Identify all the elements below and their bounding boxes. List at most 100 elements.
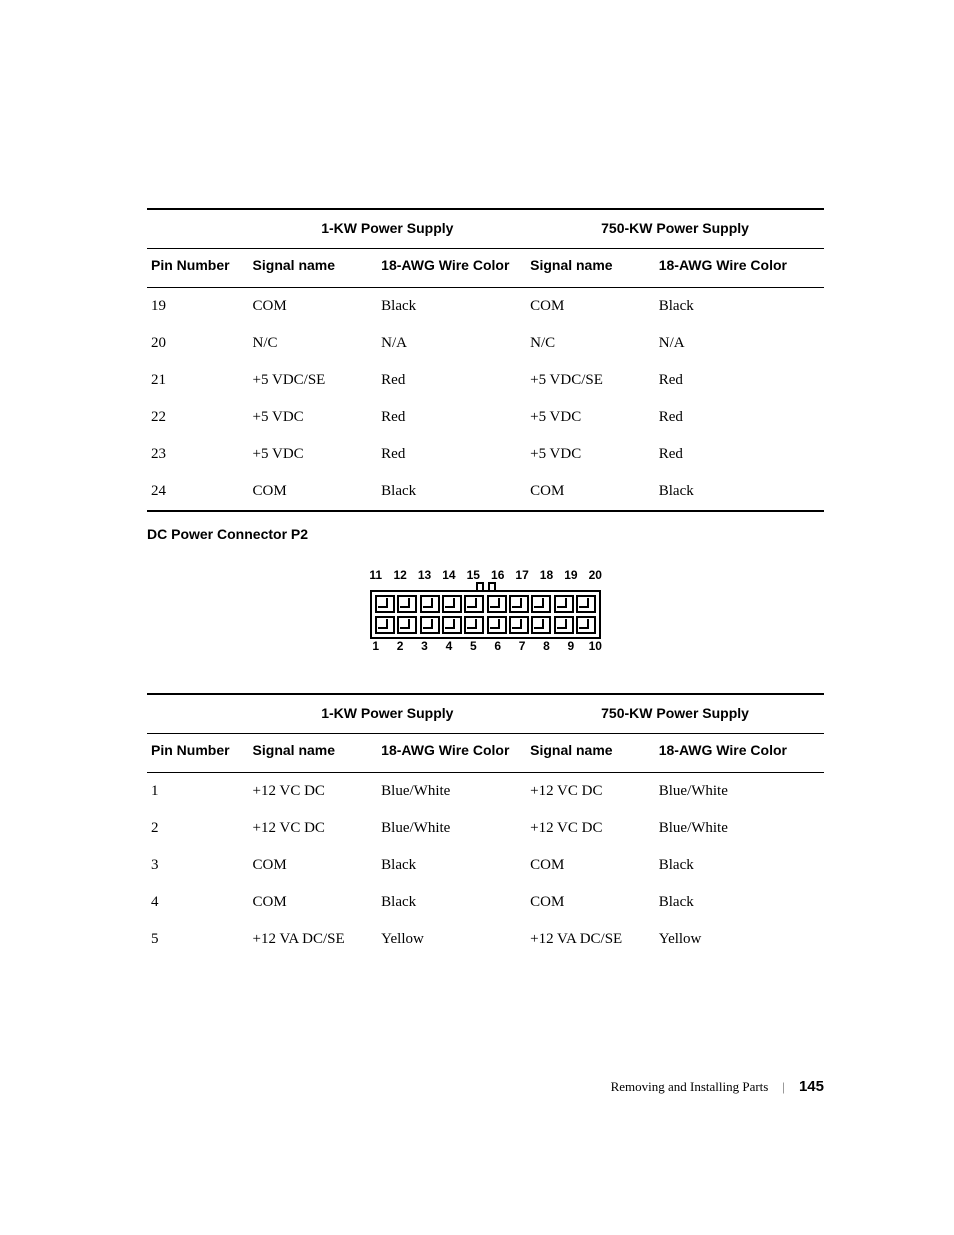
connector-pin-number: 16 xyxy=(486,568,510,582)
connector-pin-number: 17 xyxy=(510,568,534,582)
connector-pin xyxy=(554,595,574,613)
connector-pin-number: 13 xyxy=(412,568,436,582)
connector-pin xyxy=(375,595,395,613)
pinout-table-1: 1-KW Power Supply 750-KW Power Supply Pi… xyxy=(147,208,824,512)
table1-header-ps2: 750-KW Power Supply xyxy=(526,209,824,249)
connector-pin-number: 4 xyxy=(437,639,461,653)
connector-pin-number: 6 xyxy=(486,639,510,653)
table2-col-wire2: 18-AWG Wire Color xyxy=(655,733,824,772)
cell-sig: COM xyxy=(249,884,378,921)
table1-col-wire2: 18-AWG Wire Color xyxy=(655,249,824,288)
cell-sig: +12 VA DC/SE xyxy=(249,921,378,958)
connector-pin xyxy=(464,595,484,613)
table1-col-pin: Pin Number xyxy=(147,249,249,288)
cell-sig: N/C xyxy=(249,325,378,362)
cell-wire2: Red xyxy=(655,436,824,473)
connector-pin xyxy=(487,595,507,613)
connector-body xyxy=(370,590,602,639)
cell-sig: COM xyxy=(249,473,378,511)
table-row: 20N/CN/AN/CN/A xyxy=(147,325,824,362)
cell-wire: Black xyxy=(377,847,526,884)
cell-sig2: N/C xyxy=(526,325,655,362)
connector-pin-number: 8 xyxy=(534,639,558,653)
table2-col-wire: 18-AWG Wire Color xyxy=(377,733,526,772)
connector-top-numbers: 11121314151617181920 xyxy=(364,568,608,582)
connector-pin xyxy=(442,616,462,634)
cell-pin: 19 xyxy=(147,288,249,326)
cell-pin: 23 xyxy=(147,436,249,473)
connector-pin-number: 20 xyxy=(583,568,607,582)
connector-pin-number: 11 xyxy=(364,568,388,582)
cell-wire2: Red xyxy=(655,362,824,399)
pinout-table-2: 1-KW Power Supply 750-KW Power Supply Pi… xyxy=(147,693,824,958)
cell-wire: Red xyxy=(377,436,526,473)
cell-pin: 20 xyxy=(147,325,249,362)
page-footer: Removing and Installing Parts | 145 xyxy=(611,1078,824,1095)
cell-sig2: +12 VA DC/SE xyxy=(526,921,655,958)
table2-col-sig: Signal name xyxy=(249,733,378,772)
footer-page-number: 145 xyxy=(799,1078,824,1095)
table1-body: 19COMBlackCOMBlack20N/CN/AN/CN/A21+5 VDC… xyxy=(147,288,824,512)
cell-wire2: Black xyxy=(655,847,824,884)
cell-pin: 2 xyxy=(147,810,249,847)
connector-pin xyxy=(554,616,574,634)
cell-sig: +5 VDC/SE xyxy=(249,362,378,399)
table-row: 23+5 VDCRed+5 VDCRed xyxy=(147,436,824,473)
cell-sig2: COM xyxy=(526,847,655,884)
connector-pin xyxy=(442,595,462,613)
connector-pin-number: 15 xyxy=(461,568,485,582)
cell-sig: +12 VC DC xyxy=(249,810,378,847)
connector-pin xyxy=(531,595,551,613)
table2-header-ps1: 1-KW Power Supply xyxy=(249,694,527,734)
section-title-p2: DC Power Connector P2 xyxy=(147,526,824,542)
table-row: 4COMBlackCOMBlack xyxy=(147,884,824,921)
cell-sig: +5 VDC xyxy=(249,436,378,473)
connector-pin xyxy=(420,595,440,613)
table-row: 5+12 VA DC/SEYellow+12 VA DC/SEYellow xyxy=(147,921,824,958)
cell-sig2: +12 VC DC xyxy=(526,772,655,810)
cell-wire: Blue/White xyxy=(377,772,526,810)
cell-sig: +5 VDC xyxy=(249,399,378,436)
connector-pin xyxy=(509,616,529,634)
cell-wire: Red xyxy=(377,399,526,436)
footer-chapter: Removing and Installing Parts xyxy=(611,1079,769,1095)
connector-pin xyxy=(509,595,529,613)
table1-header-ps1: 1-KW Power Supply xyxy=(249,209,527,249)
cell-wire: Yellow xyxy=(377,921,526,958)
cell-wire: N/A xyxy=(377,325,526,362)
connector-diagram: 11121314151617181920 12345678910 xyxy=(147,568,824,653)
table2-header-ps2: 750-KW Power Supply xyxy=(526,694,824,734)
cell-pin: 21 xyxy=(147,362,249,399)
connector-pin-number: 14 xyxy=(437,568,461,582)
cell-pin: 5 xyxy=(147,921,249,958)
table-row: 3COMBlackCOMBlack xyxy=(147,847,824,884)
cell-wire2: Blue/White xyxy=(655,810,824,847)
connector-pin-number: 2 xyxy=(388,639,412,653)
cell-sig2: +12 VC DC xyxy=(526,810,655,847)
cell-wire: Blue/White xyxy=(377,810,526,847)
footer-separator: | xyxy=(782,1079,785,1095)
table1-col-sig: Signal name xyxy=(249,249,378,288)
connector-pin-number: 7 xyxy=(510,639,534,653)
table2-col-sig2: Signal name xyxy=(526,733,655,772)
connector-pin xyxy=(464,616,484,634)
cell-wire: Red xyxy=(377,362,526,399)
cell-wire2: N/A xyxy=(655,325,824,362)
cell-sig2: +5 VDC/SE xyxy=(526,362,655,399)
connector-pin xyxy=(397,616,417,634)
cell-sig: COM xyxy=(249,288,378,326)
table2-body: 1+12 VC DCBlue/White+12 VC DCBlue/White2… xyxy=(147,772,824,958)
connector-bottom-numbers: 12345678910 xyxy=(364,639,608,653)
cell-wire: Black xyxy=(377,288,526,326)
cell-wire2: Black xyxy=(655,884,824,921)
cell-wire: Black xyxy=(377,884,526,921)
cell-sig: +12 VC DC xyxy=(249,772,378,810)
table-row: 2+12 VC DCBlue/White+12 VC DCBlue/White xyxy=(147,810,824,847)
connector-pin-number: 12 xyxy=(388,568,412,582)
connector-pin-number: 9 xyxy=(559,639,583,653)
cell-sig: COM xyxy=(249,847,378,884)
table-row: 24COMBlackCOMBlack xyxy=(147,473,824,511)
cell-pin: 22 xyxy=(147,399,249,436)
cell-wire2: Blue/White xyxy=(655,772,824,810)
table-row: 1+12 VC DCBlue/White+12 VC DCBlue/White xyxy=(147,772,824,810)
